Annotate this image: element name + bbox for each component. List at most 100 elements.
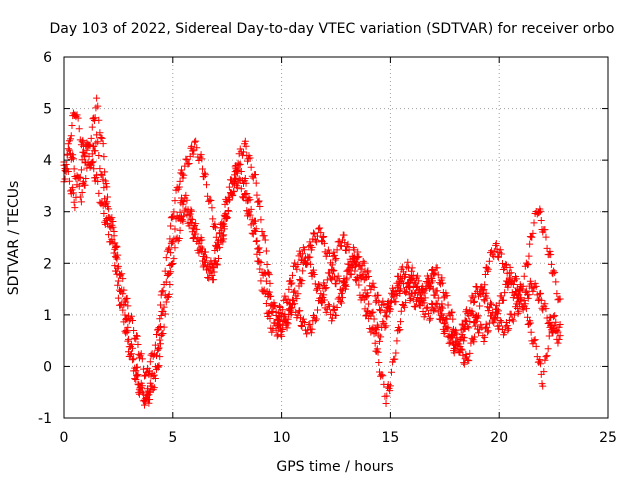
data-point (475, 329, 483, 337)
data-point (493, 305, 501, 313)
data-point (166, 235, 174, 243)
data-point (113, 243, 121, 251)
data-point (79, 136, 87, 144)
data-point (373, 321, 381, 329)
data-point (537, 296, 545, 304)
data-point (254, 257, 262, 265)
data-point (299, 315, 307, 323)
data-point (536, 356, 544, 364)
data-point (522, 287, 530, 295)
data-point (488, 300, 496, 308)
data-point (483, 294, 491, 302)
data-point (392, 287, 400, 295)
data-point (225, 183, 233, 191)
data-point (324, 301, 332, 309)
data-point (267, 292, 275, 300)
data-point (402, 299, 410, 307)
data-point (152, 331, 160, 339)
data-point (197, 151, 205, 159)
data-point (187, 206, 195, 214)
data-point (146, 367, 154, 375)
data-point (266, 279, 274, 287)
data-point (397, 285, 405, 293)
data-point (307, 329, 315, 337)
data-point (290, 297, 298, 305)
data-point (76, 173, 84, 181)
data-point (322, 308, 330, 316)
data-point (117, 301, 125, 309)
data-point (515, 308, 523, 316)
data-point (167, 214, 175, 222)
data-point (358, 272, 366, 280)
data-point (219, 238, 227, 246)
data-point (190, 234, 198, 242)
data-point (461, 316, 469, 324)
data-point (310, 270, 318, 278)
data-point (219, 232, 227, 240)
data-point (421, 310, 429, 318)
data-point (507, 269, 515, 277)
data-point (72, 193, 80, 201)
data-point (242, 196, 250, 204)
data-point (103, 214, 111, 222)
data-point (110, 228, 118, 236)
data-point (330, 266, 338, 274)
data-point (556, 320, 564, 328)
data-point (327, 274, 335, 282)
data-point (262, 247, 270, 255)
data-point (161, 310, 169, 318)
data-point (314, 232, 322, 240)
data-point (265, 288, 273, 296)
data-point (481, 281, 489, 289)
data-point (347, 271, 355, 279)
data-point (216, 243, 224, 251)
data-point (145, 371, 153, 379)
data-point (341, 239, 349, 247)
data-point (383, 313, 391, 321)
y-tick-label: -1 (38, 411, 52, 427)
data-point (466, 349, 474, 357)
data-point (365, 300, 373, 308)
data-point (98, 198, 106, 206)
data-point (275, 320, 283, 328)
data-point (401, 303, 409, 311)
data-point (521, 300, 529, 308)
data-point (220, 235, 228, 243)
data-point (470, 338, 478, 346)
data-point (439, 279, 447, 287)
data-point (396, 326, 404, 334)
data-point (183, 156, 191, 164)
data-point (161, 267, 169, 275)
data-point (381, 323, 389, 331)
data-point (530, 219, 538, 227)
data-point (89, 158, 97, 166)
data-point (482, 289, 490, 297)
data-point (546, 247, 554, 255)
data-point (440, 320, 448, 328)
data-point (537, 216, 545, 224)
data-point (108, 214, 116, 222)
data-point (547, 251, 555, 259)
data-point (367, 312, 375, 320)
data-point (433, 300, 441, 308)
data-point (312, 286, 320, 294)
data-point (97, 134, 105, 142)
data-point (70, 112, 78, 120)
data-point (481, 333, 489, 341)
data-point (443, 325, 451, 333)
data-point (385, 304, 393, 312)
data-point (517, 294, 525, 302)
data-point (254, 245, 262, 253)
data-point (114, 277, 122, 285)
data-point (189, 150, 197, 158)
data-point (114, 251, 122, 259)
data-point (78, 189, 86, 197)
data-point (64, 140, 72, 148)
x-tick-label: 5 (168, 430, 177, 446)
data-point (233, 184, 241, 192)
data-point (93, 94, 101, 102)
data-point (325, 250, 333, 258)
data-point (394, 283, 402, 291)
data-point (544, 345, 552, 353)
data-point (465, 324, 473, 332)
